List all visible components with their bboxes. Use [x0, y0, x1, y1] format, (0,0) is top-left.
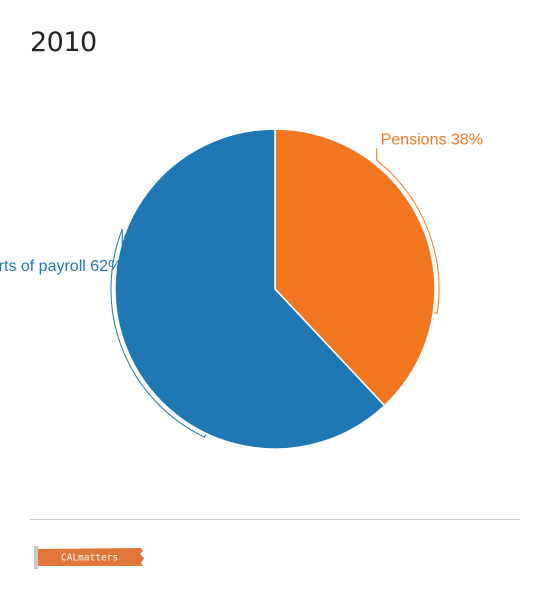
pie-slices — [114, 128, 436, 450]
pie-label-other-parts-of-payroll: Other parts of payroll 62% — [0, 258, 122, 275]
pie-label-pensions: Pensions 38% — [381, 131, 483, 148]
footer-divider — [30, 519, 520, 520]
pie-slice-other-parts-of-payroll — [114, 128, 386, 450]
pie-chart: Pensions 38% Other parts of payroll 62% — [0, 128, 483, 450]
pie-connector-0 — [376, 148, 440, 314]
pie-connector-1 — [110, 229, 207, 438]
chart-title: 2010 — [30, 27, 97, 58]
logo-brush-shape — [35, 548, 144, 566]
pie-slice-pensions — [274, 128, 436, 407]
pie-label-connectors — [110, 148, 440, 438]
pie-labels: Pensions 38% Other parts of payroll 62% — [0, 131, 483, 275]
logo-text: CALmatters — [61, 553, 118, 564]
calmatters-logo: CALmatters — [34, 546, 144, 569]
logo-left-tab — [34, 546, 38, 569]
